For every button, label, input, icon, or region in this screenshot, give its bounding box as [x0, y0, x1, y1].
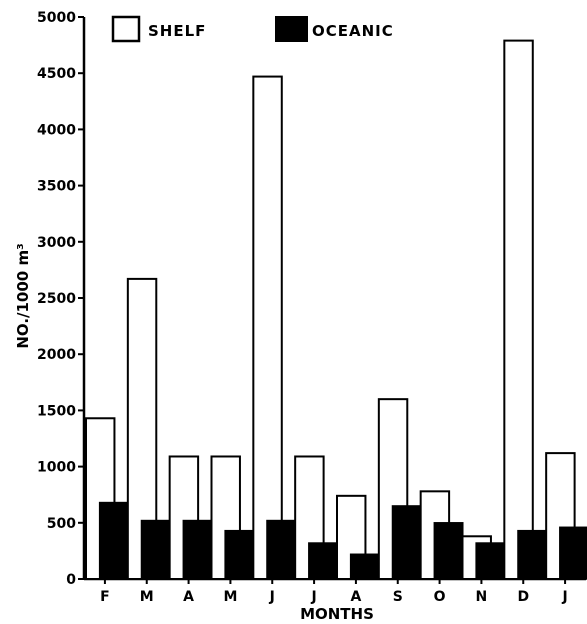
y-tick-label: 2000	[37, 347, 76, 363]
bar-oceanic	[182, 519, 213, 580]
bar-oceanic	[517, 529, 548, 580]
x-axis-title: MONTHS	[300, 605, 374, 623]
legend-swatch-shelf	[111, 15, 141, 43]
y-tick-label: 3000	[37, 235, 76, 251]
x-tick-label: S	[393, 589, 403, 605]
y-tick-label: 1000	[37, 460, 76, 476]
y-tick-label: 5000	[37, 10, 76, 26]
y-tick-label: 4000	[37, 122, 76, 138]
bar-oceanic	[266, 519, 297, 580]
bar-shelf	[503, 39, 534, 580]
y-tick-label: 500	[47, 516, 76, 532]
bar-oceanic	[98, 501, 129, 580]
legend: SHELF OCEANIC	[111, 15, 394, 43]
x-tick-label: M	[223, 589, 237, 605]
y-axis: 0 500 1000 1500 2000 2500 3000 3500 4000 4500 5000	[37, 10, 86, 588]
x-tick-label: J	[561, 589, 567, 605]
bar-shelf	[252, 75, 283, 581]
y-tick-label: 4500	[37, 66, 76, 82]
bar-oceanic	[475, 542, 506, 580]
bar-oceanic	[308, 542, 339, 580]
y-tick-label: 0	[66, 572, 76, 588]
bar-oceanic	[140, 519, 171, 580]
bar-oceanic	[433, 522, 464, 580]
y-tick-label: 3500	[37, 179, 76, 195]
y-tick-label: 1500	[37, 403, 76, 419]
bar-oceanic	[559, 526, 587, 580]
x-tick-label: D	[517, 589, 529, 605]
x-tick-label: J	[310, 589, 316, 605]
x-tick-label: J	[269, 589, 275, 605]
bar-oceanic	[391, 505, 422, 580]
legend-label-oceanic: OCEANIC	[312, 22, 394, 40]
y-axis-title: NO./1000 m³	[14, 243, 32, 348]
legend-swatch-oceanic	[275, 16, 308, 42]
bar-oceanic	[349, 553, 380, 580]
bar-oceanic	[224, 529, 255, 580]
x-tick-label: F	[100, 589, 110, 605]
bars	[85, 39, 587, 581]
x-tick-label: N	[476, 589, 488, 605]
x-tick-label: O	[434, 589, 446, 605]
x-tick-label: M	[140, 589, 154, 605]
y-tick-label: 2500	[37, 291, 76, 307]
legend-label-shelf: SHELF	[148, 22, 206, 40]
x-tick-label: A	[183, 589, 194, 605]
x-tick-label: A	[350, 589, 361, 605]
